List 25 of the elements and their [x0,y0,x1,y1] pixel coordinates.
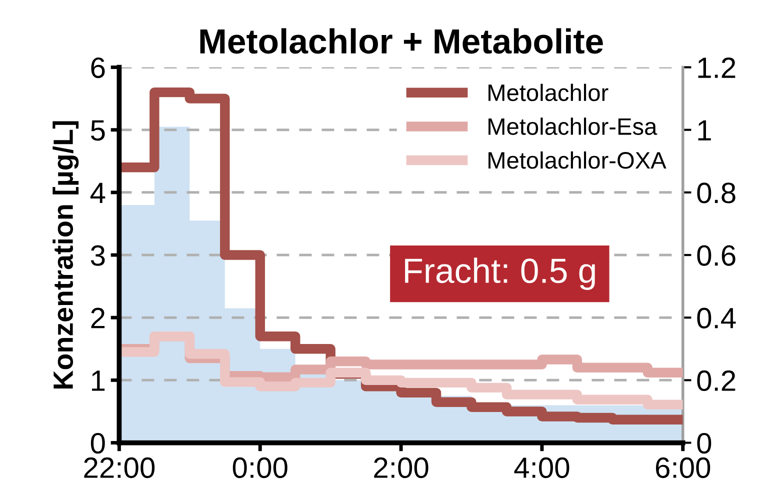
y-tick-label: 1 [92,370,105,391]
y-tick-label: 5 [90,120,105,141]
y-tick-label: 6 [91,57,105,78]
x-tick-label: 0:00 [232,457,288,478]
chart-title: Metolachlor + Metabolite [200,28,603,54]
y2-tick-label: 0.6 [697,245,736,266]
y2-tick-label: 0.8 [697,182,736,204]
y-tick-label: 4 [90,182,106,203]
y-tick-label: 2 [91,308,105,328]
y2-tick-label: 0.4 [697,308,736,328]
y2-tick-label: 0.2 [697,370,736,392]
x-tick-label: 2:00 [374,457,428,478]
legend-label: Metolachlor-Esa [488,118,658,135]
y-axis-title: Konzentration [µg/L] [52,121,79,388]
annotation: Fracht: 0.5 g [405,258,595,290]
y-tick-label: 3 [90,245,105,266]
legend-label: Metolachlor-OXA [488,151,666,169]
y2-tick-label: 1.2 [698,57,736,78]
x-tick-label: 4:00 [514,457,570,478]
legend-label: Metolachlor [488,84,608,102]
y-tick-label: 0 [90,432,105,454]
y2-tick-label: 0 [697,432,712,454]
x-tick-label: 22:00 [84,457,155,478]
x-tick-label: 6:00 [656,457,710,478]
y2-tick-label: 1 [698,120,711,140]
